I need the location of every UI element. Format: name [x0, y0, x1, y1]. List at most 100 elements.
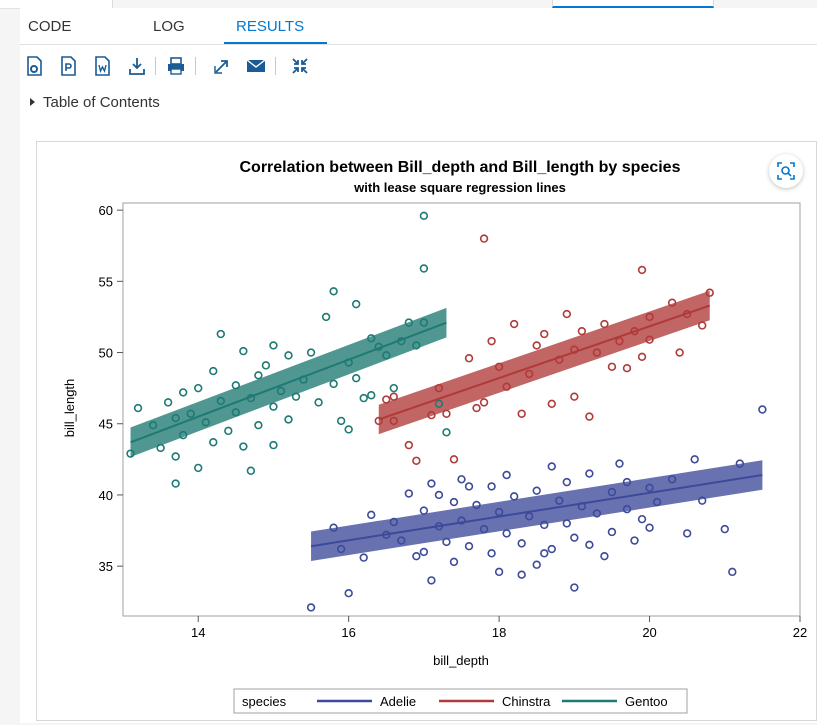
data-point-adelie: [419, 506, 429, 515]
tab-bar: CODE LOG RESULTS: [20, 8, 817, 45]
data-point-adelie: [600, 551, 609, 561]
data-point-adelie: [645, 483, 654, 493]
data-point-chinstra: [555, 355, 564, 364]
data-point-gentoo: [419, 264, 429, 273]
data-point-chinstra: [449, 455, 459, 464]
data-point-gentoo: [231, 408, 241, 417]
data-point-gentoo: [171, 413, 180, 423]
data-point-chinstra: [645, 335, 654, 344]
zoom-lens-button[interactable]: [769, 154, 803, 188]
data-point-adelie: [585, 540, 594, 549]
data-point-gentoo: [367, 391, 376, 400]
data-point-gentoo: [254, 420, 263, 430]
data-point-gentoo: [284, 415, 293, 424]
data-point-chinstra: [412, 456, 421, 465]
data-point-chinstra: [675, 348, 684, 357]
data-point-gentoo: [209, 366, 218, 376]
y-tick-label: 45: [99, 417, 113, 432]
tab-log[interactable]: LOG: [153, 18, 185, 35]
data-point-adelie: [502, 470, 511, 480]
data-point-chinstra: [427, 410, 436, 420]
data-point-adelie: [509, 492, 519, 501]
data-point-adelie: [570, 583, 579, 592]
data-point-adelie: [479, 524, 489, 534]
data-point-gentoo: [269, 341, 278, 350]
data-point-adelie: [555, 496, 564, 505]
data-point-gentoo: [209, 438, 218, 447]
legend-title: species: [242, 694, 287, 709]
data-point-adelie: [464, 482, 474, 491]
pdf-report-icon[interactable]: [58, 54, 80, 78]
data-point-adelie: [404, 489, 414, 498]
data-point-chinstra: [562, 309, 572, 319]
data-point-gentoo: [126, 449, 135, 458]
data-point-chinstra: [637, 352, 647, 362]
legend: species Adelie Chinstra Gentoo: [233, 688, 688, 714]
chart-frame: Correlation between Bill_depth and Bill_…: [36, 141, 817, 721]
results-panel: CODE LOG RESULTS T: [20, 8, 817, 723]
data-point-chinstra: [667, 298, 677, 307]
data-point-adelie: [562, 477, 572, 487]
tab-code[interactable]: CODE: [28, 18, 72, 35]
chart-title: Correlation between Bill_depth and Bill_…: [240, 159, 681, 176]
data-point-chinstra: [509, 319, 519, 329]
download-icon[interactable]: [126, 54, 148, 78]
data-point-gentoo: [194, 463, 203, 473]
data-point-gentoo: [284, 351, 293, 360]
data-point-adelie: [419, 547, 429, 557]
data-point-adelie: [615, 459, 624, 468]
data-point-adelie: [427, 576, 436, 585]
regression-line-adelie: [310, 474, 763, 548]
data-point-adelie: [434, 490, 444, 500]
data-point-gentoo: [186, 409, 195, 418]
html-report-icon[interactable]: [24, 54, 46, 78]
data-point-adelie: [367, 510, 376, 520]
data-point-chinstra: [645, 312, 654, 322]
data-point-gentoo: [178, 430, 188, 440]
data-point-chinstra: [389, 392, 398, 401]
data-point-adelie: [464, 542, 474, 551]
data-point-chinstra: [615, 336, 624, 346]
data-point-gentoo: [306, 348, 316, 357]
data-point-adelie: [547, 544, 556, 554]
data-point-gentoo: [336, 416, 346, 426]
data-point-adelie: [487, 549, 496, 558]
data-point-gentoo: [344, 425, 353, 434]
data-point-adelie: [389, 517, 398, 527]
open-new-window-icon[interactable]: [211, 54, 233, 78]
y-axis-label: bill_length: [62, 379, 77, 438]
data-point-adelie: [728, 567, 737, 577]
data-point-gentoo: [133, 403, 143, 413]
tab-results[interactable]: RESULTS: [236, 18, 305, 35]
table-of-contents-toggle[interactable]: Table of Contents: [30, 94, 160, 111]
data-point-gentoo: [201, 418, 210, 427]
toc-label: Table of Contents: [43, 94, 160, 111]
data-point-adelie: [645, 523, 654, 532]
email-icon[interactable]: [245, 54, 267, 78]
data-point-chinstra: [577, 326, 587, 336]
data-point-gentoo: [419, 211, 429, 221]
data-point-adelie: [517, 539, 526, 548]
collapse-icon[interactable]: [289, 54, 311, 78]
data-point-gentoo: [224, 426, 233, 436]
word-report-icon[interactable]: [92, 54, 114, 78]
print-icon[interactable]: [165, 54, 187, 78]
outer-tab-fragment-left[interactable]: [0, 0, 113, 8]
data-point-gentoo: [329, 287, 338, 296]
plot-area: [122, 202, 801, 617]
toolbar-separator: [275, 57, 276, 75]
x-axis-label: bill_depth: [433, 653, 489, 668]
x-tick-label: 18: [492, 625, 506, 640]
data-point-gentoo: [269, 402, 278, 411]
data-point-adelie: [472, 500, 481, 510]
data-point-adelie: [720, 524, 729, 534]
legend-box: [233, 688, 688, 714]
data-point-gentoo: [231, 381, 241, 390]
data-point-adelie: [397, 536, 406, 545]
data-point-adelie: [412, 551, 421, 561]
data-point-gentoo: [291, 392, 301, 401]
data-point-chinstra: [389, 416, 398, 426]
outer-tab-fragment-active[interactable]: [552, 0, 714, 8]
data-point-chinstra: [502, 382, 511, 391]
data-point-gentoo: [389, 383, 398, 393]
